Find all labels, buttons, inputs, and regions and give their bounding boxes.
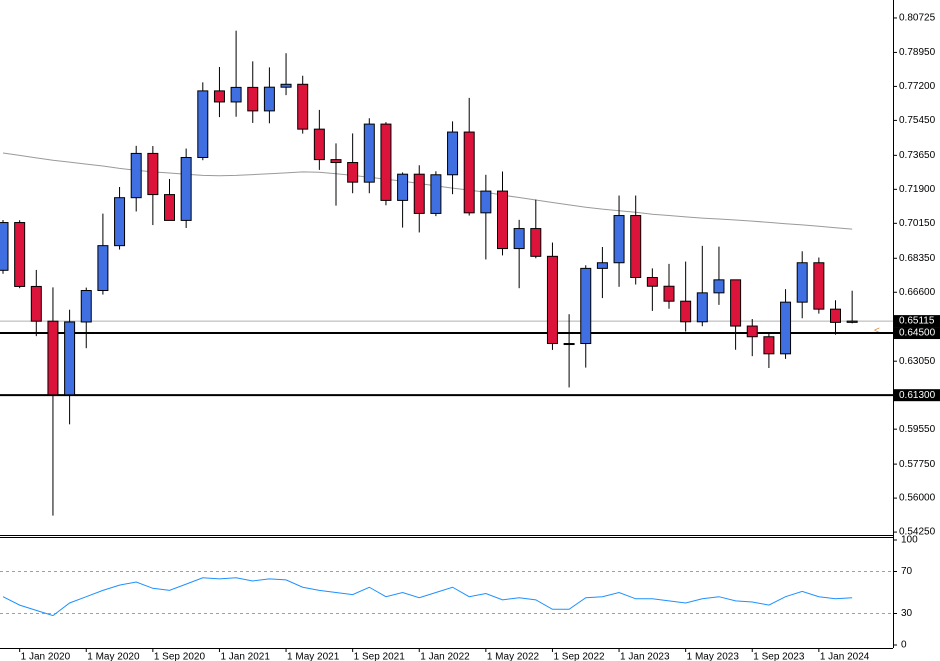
current-price-label-bg <box>894 315 940 328</box>
candle-body <box>813 262 825 310</box>
x-tick-label: 1 May 2020 <box>87 652 140 661</box>
candle-body <box>580 267 592 345</box>
candle-body <box>180 156 192 221</box>
price-arrow: < <box>874 326 880 337</box>
y-tick-label: 0.73650 <box>899 150 936 161</box>
candle-body <box>830 308 841 323</box>
candle-body <box>213 90 225 103</box>
candle-body <box>114 197 126 247</box>
candle-body <box>680 300 692 323</box>
candle-body <box>796 262 808 303</box>
candle-body <box>846 320 858 323</box>
y-tick-label: 0.70150 <box>899 218 936 229</box>
y-tick-label: 70 <box>901 566 913 577</box>
candle-body <box>480 190 492 214</box>
y-tick-label: 0.77200 <box>899 81 936 92</box>
x-tick-label: 1 Jan 2023 <box>620 652 670 661</box>
candle-body <box>596 262 608 269</box>
x-tick-label: 1 Jan 2024 <box>820 652 870 661</box>
candle-body <box>713 279 725 294</box>
y-tick-label: 0.75450 <box>899 115 936 126</box>
x-tick-label: 1 May 2021 <box>287 652 340 661</box>
x-tick-label: 1 Sep 2022 <box>553 652 605 661</box>
y-tick-label: 0.63050 <box>899 356 936 367</box>
candle-body <box>247 86 259 112</box>
y-tick-label: 0.71900 <box>899 184 936 195</box>
x-tick-label: 1 Sep 2021 <box>354 652 406 661</box>
y-tick-label: 0.54250 <box>899 527 936 538</box>
candle-body <box>280 83 292 88</box>
candle-body <box>497 190 508 250</box>
candle-body <box>780 301 792 355</box>
y-tick-label: 0.59550 <box>899 424 936 435</box>
candle-body <box>197 90 209 158</box>
candle-body <box>613 215 625 264</box>
y-tick-label: 0 <box>901 640 907 651</box>
candle-body <box>164 194 175 221</box>
candle-body <box>0 222 9 271</box>
x-tick-label: 1 Jan 2021 <box>220 652 270 661</box>
y-tick-label: 0.66600 <box>899 287 936 298</box>
candle-body <box>80 290 92 323</box>
candle-body <box>330 159 342 164</box>
candle-body <box>380 123 392 201</box>
candle-body <box>147 152 159 196</box>
candle-body <box>513 228 525 250</box>
candle-body <box>297 83 309 130</box>
y-tick-label: 100 <box>901 535 918 546</box>
y-tick-label: 0.80725 <box>899 13 936 24</box>
current-price-label: 0.65115 <box>899 316 935 327</box>
y-tick-label: 0.78950 <box>899 47 936 58</box>
candle-body <box>363 123 375 183</box>
candle-body <box>30 285 42 322</box>
candle-body <box>730 279 742 327</box>
x-tick-label: 1 Jan 2020 <box>21 652 71 661</box>
level-label-bg <box>894 327 940 340</box>
level-label: 0.61300 <box>899 390 936 401</box>
moving-average <box>2 152 853 230</box>
y-tick-label: 0.68350 <box>899 253 936 264</box>
candle-body <box>663 285 675 302</box>
candle-body <box>563 343 575 346</box>
candle-body <box>630 215 642 279</box>
candle-body <box>130 152 142 199</box>
candle-body <box>313 128 325 161</box>
y-tick-label: 0.57750 <box>899 459 936 470</box>
rsi-line <box>2 577 853 617</box>
x-tick-label: 1 Sep 2020 <box>154 652 206 661</box>
candle-body <box>64 321 76 396</box>
y-tick-label: 0.56000 <box>899 493 936 504</box>
candle-body <box>397 173 409 201</box>
candle-body <box>413 173 425 214</box>
candle-body <box>230 86 242 103</box>
candle-body <box>646 277 658 287</box>
level-label: 0.64500 <box>899 328 936 339</box>
candle-body <box>14 222 26 287</box>
candle-body <box>696 292 708 323</box>
x-tick-label: 1 May 2022 <box>487 652 540 661</box>
x-tick-label: 1 May 2023 <box>687 652 740 661</box>
candle-body <box>447 131 459 176</box>
x-tick-label: 1 Jan 2022 <box>420 652 470 661</box>
candle-body <box>546 255 558 345</box>
candle-body <box>746 325 758 338</box>
candle-body <box>47 320 59 396</box>
candle-body <box>463 131 475 214</box>
candle-body <box>263 86 275 112</box>
candle-body <box>430 174 442 214</box>
y-tick-label: 30 <box>901 608 913 619</box>
candle-body <box>530 228 542 257</box>
x-tick-label: 1 Sep 2023 <box>753 652 805 661</box>
candle-body <box>347 162 359 183</box>
level-label-bg <box>894 389 940 402</box>
candle-body <box>97 245 109 292</box>
candle-body <box>763 336 775 355</box>
